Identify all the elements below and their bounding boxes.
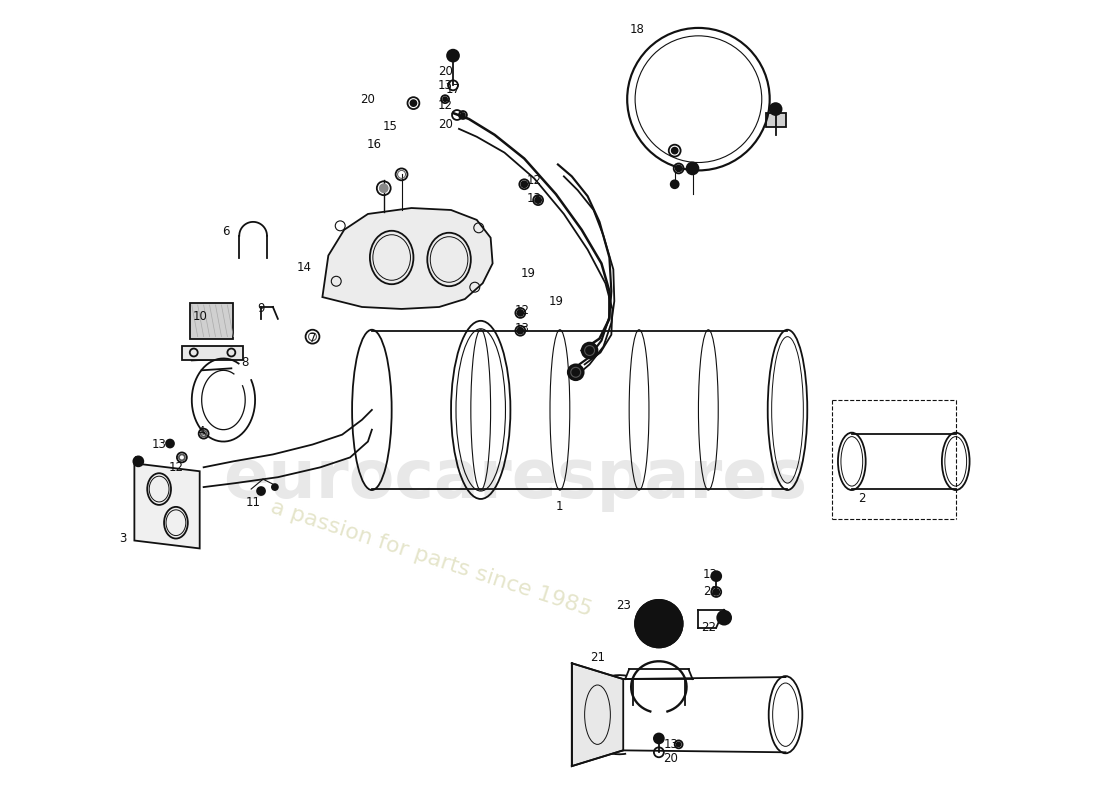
Text: 20: 20 <box>663 752 679 765</box>
Text: 22: 22 <box>701 621 716 634</box>
Text: 11: 11 <box>245 497 261 510</box>
Text: 13: 13 <box>438 79 452 92</box>
Text: 20: 20 <box>361 93 375 106</box>
Circle shape <box>770 103 782 115</box>
Text: 17: 17 <box>446 82 461 96</box>
Circle shape <box>671 180 679 188</box>
Text: 7: 7 <box>309 332 317 345</box>
Text: 10: 10 <box>192 310 207 323</box>
Text: 2: 2 <box>858 493 866 506</box>
Circle shape <box>443 97 447 101</box>
Text: 13: 13 <box>515 322 530 335</box>
Circle shape <box>461 113 465 117</box>
Circle shape <box>447 50 459 62</box>
Circle shape <box>672 148 678 154</box>
Text: 8: 8 <box>242 356 249 369</box>
Text: eurocarespares: eurocarespares <box>223 446 807 512</box>
Text: 3: 3 <box>119 532 126 545</box>
Text: 12: 12 <box>515 305 530 318</box>
Circle shape <box>410 100 417 106</box>
Text: 16: 16 <box>366 138 382 151</box>
Circle shape <box>686 162 698 174</box>
Circle shape <box>521 182 527 187</box>
Text: 9: 9 <box>257 302 265 315</box>
Text: 20: 20 <box>438 118 452 131</box>
Circle shape <box>717 610 732 625</box>
Text: 19: 19 <box>520 267 536 280</box>
Text: 14: 14 <box>297 261 312 274</box>
Text: 20: 20 <box>438 65 452 78</box>
Text: 12: 12 <box>438 98 452 112</box>
Text: 20: 20 <box>703 586 717 598</box>
Polygon shape <box>572 663 624 766</box>
Circle shape <box>536 197 541 203</box>
Text: 15: 15 <box>383 120 397 134</box>
Polygon shape <box>134 463 200 549</box>
Text: 5: 5 <box>133 455 140 468</box>
Circle shape <box>257 487 265 495</box>
Polygon shape <box>190 303 233 338</box>
Text: 19: 19 <box>549 294 563 307</box>
Circle shape <box>517 310 524 316</box>
Text: 12: 12 <box>527 174 541 187</box>
Polygon shape <box>766 113 785 127</box>
Circle shape <box>568 364 584 380</box>
Circle shape <box>166 439 174 447</box>
Text: a passion for parts since 1985: a passion for parts since 1985 <box>268 497 594 620</box>
Circle shape <box>675 166 682 171</box>
Circle shape <box>713 589 719 595</box>
Circle shape <box>272 484 278 490</box>
Text: 13: 13 <box>152 438 166 451</box>
Circle shape <box>379 184 387 192</box>
Text: 13: 13 <box>527 192 541 205</box>
Text: 13: 13 <box>703 568 717 581</box>
Circle shape <box>635 600 683 647</box>
Polygon shape <box>322 208 493 309</box>
Text: 21: 21 <box>590 650 605 664</box>
Text: 1: 1 <box>557 500 563 514</box>
Text: 18: 18 <box>629 23 645 36</box>
Circle shape <box>582 342 597 358</box>
Text: 12: 12 <box>168 461 184 474</box>
Circle shape <box>676 742 681 746</box>
Polygon shape <box>182 346 243 361</box>
Circle shape <box>653 734 663 743</box>
Circle shape <box>133 457 143 466</box>
Text: 4: 4 <box>197 425 205 438</box>
Circle shape <box>712 571 722 581</box>
Text: 23: 23 <box>616 599 630 612</box>
Circle shape <box>517 328 524 334</box>
Text: 13: 13 <box>663 738 679 751</box>
Text: 6: 6 <box>222 226 229 238</box>
